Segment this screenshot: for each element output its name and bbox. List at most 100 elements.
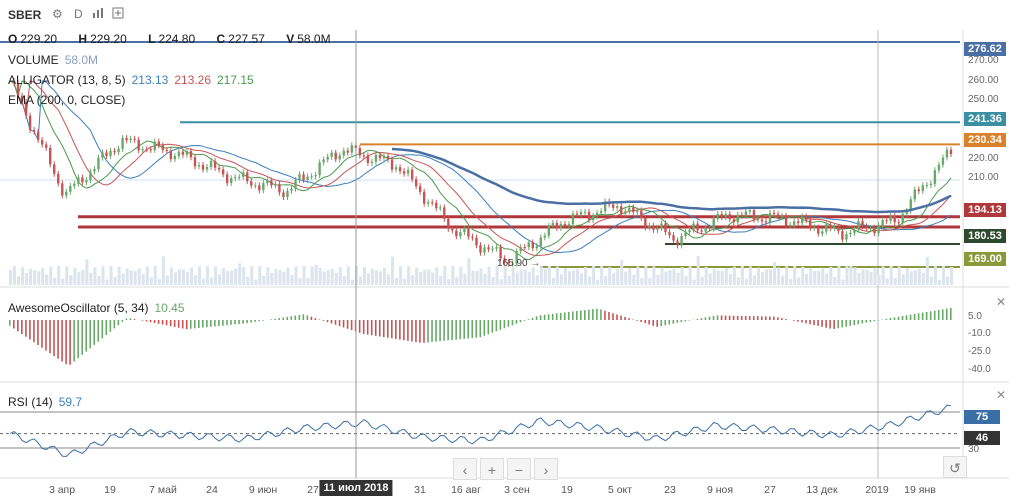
ao-bar xyxy=(608,311,610,320)
candle-body xyxy=(676,240,679,246)
ao-bar xyxy=(793,320,795,321)
ao-bar xyxy=(712,315,715,320)
ao-bar xyxy=(222,320,224,326)
ao-bar xyxy=(358,320,361,333)
ao-bar xyxy=(744,315,747,320)
ao-bar xyxy=(833,320,835,330)
ao-bar xyxy=(81,320,83,355)
ao-bar xyxy=(382,320,385,338)
ema-legend[interactable]: EMA (200, 0, CLOSE) xyxy=(8,93,125,107)
ao-bar xyxy=(306,315,309,320)
volume-bar xyxy=(57,266,61,285)
ao-bar xyxy=(889,317,892,320)
candle-body xyxy=(173,156,177,160)
candle-body xyxy=(475,237,478,246)
volume-bar xyxy=(543,268,547,285)
ao-bar xyxy=(620,315,622,320)
volume-bar xyxy=(193,275,197,285)
candle-body xyxy=(121,138,124,149)
candle-body xyxy=(527,242,530,248)
ao-bar xyxy=(660,320,663,327)
volume-bar xyxy=(941,266,945,285)
candle-body xyxy=(776,214,780,217)
volume-bar xyxy=(382,268,386,285)
candle-body xyxy=(278,184,281,193)
scroll-left-button[interactable]: ‹ xyxy=(453,458,477,480)
ao-bar xyxy=(218,320,220,327)
candle-body xyxy=(274,184,277,186)
alligator-legend[interactable]: ALLIGATOR (13, 8, 5) 213.13 213.26 217.15 xyxy=(8,73,254,87)
candle-body xyxy=(740,214,744,216)
zoom-in-button[interactable]: + xyxy=(480,458,504,480)
open-label: O xyxy=(8,32,18,46)
ao-close-icon[interactable]: ✕ xyxy=(996,295,1007,309)
candle-body xyxy=(700,230,703,232)
candle-body xyxy=(414,179,418,187)
ao-bar xyxy=(760,316,763,320)
bar-chart-icon[interactable] xyxy=(92,7,104,22)
volume-bar xyxy=(254,279,258,285)
ao-bar xyxy=(423,320,425,343)
scroll-right-button[interactable]: › xyxy=(534,458,558,480)
ao-bar xyxy=(310,316,313,320)
gear-icon[interactable]: ⚙ xyxy=(52,7,63,21)
candle-body xyxy=(692,223,695,230)
symbol-label[interactable]: SBER xyxy=(8,8,42,22)
ao-bar xyxy=(479,320,482,338)
volume-bar xyxy=(672,269,676,285)
zoom-out-button[interactable]: − xyxy=(507,458,531,480)
candle-body xyxy=(865,226,868,229)
volume-bar xyxy=(696,256,700,285)
volume-bar xyxy=(366,273,370,285)
volume-bar xyxy=(13,266,17,285)
ao-legend[interactable]: AwesomeOscillator (5, 34) 10.45 xyxy=(8,301,185,315)
reset-icon[interactable]: ↺ xyxy=(943,456,967,478)
ao-bar xyxy=(495,320,498,332)
volume-bar xyxy=(648,278,652,285)
ao-bar xyxy=(921,312,924,320)
volume-bar xyxy=(177,269,181,285)
candle-body xyxy=(800,216,804,224)
volume-bar xyxy=(551,277,555,285)
volume-bar xyxy=(242,266,246,285)
volume-bar xyxy=(628,267,632,285)
ao-bar xyxy=(302,314,305,320)
ao-bar xyxy=(688,320,691,321)
candle-body xyxy=(394,167,398,170)
volume-bar xyxy=(21,267,25,285)
volume-legend[interactable]: VOLUME 58.0M xyxy=(8,53,98,67)
candle-body xyxy=(133,138,136,140)
candle-body xyxy=(539,237,543,247)
volume-bar xyxy=(455,277,459,285)
open-value: 229.20 xyxy=(20,32,58,46)
candle-body xyxy=(567,224,571,226)
ao-bar xyxy=(616,314,618,320)
ao-bar xyxy=(181,320,184,329)
ao-bar xyxy=(684,320,687,322)
volume-bar xyxy=(760,272,764,285)
candle-body xyxy=(688,229,691,233)
x-tick: 3 сен xyxy=(504,484,530,496)
volume-bar xyxy=(427,269,431,285)
interval-icon[interactable]: D xyxy=(74,7,83,21)
candle-body xyxy=(422,191,426,204)
rsi-close-icon[interactable]: ✕ xyxy=(996,388,1007,402)
alligator-legend-name: ALLIGATOR (13, 8, 5) xyxy=(8,73,126,87)
x-tick: 2019 xyxy=(865,484,889,496)
volume-bar xyxy=(310,266,314,285)
alligator-teeth-value: 213.26 xyxy=(174,73,212,87)
volume-bar xyxy=(680,267,684,285)
volume-bar xyxy=(346,266,350,285)
compare-icon[interactable] xyxy=(112,7,124,22)
candle-body xyxy=(704,227,707,232)
volume-bar xyxy=(262,276,266,285)
ao-bar xyxy=(732,315,735,320)
candle-body xyxy=(616,206,619,208)
rsi-legend[interactable]: RSI (14) 59.7 xyxy=(8,395,82,409)
ao-bar xyxy=(865,320,868,323)
candle-body xyxy=(290,188,293,191)
candle-body xyxy=(547,225,551,236)
candle-body xyxy=(89,171,92,181)
